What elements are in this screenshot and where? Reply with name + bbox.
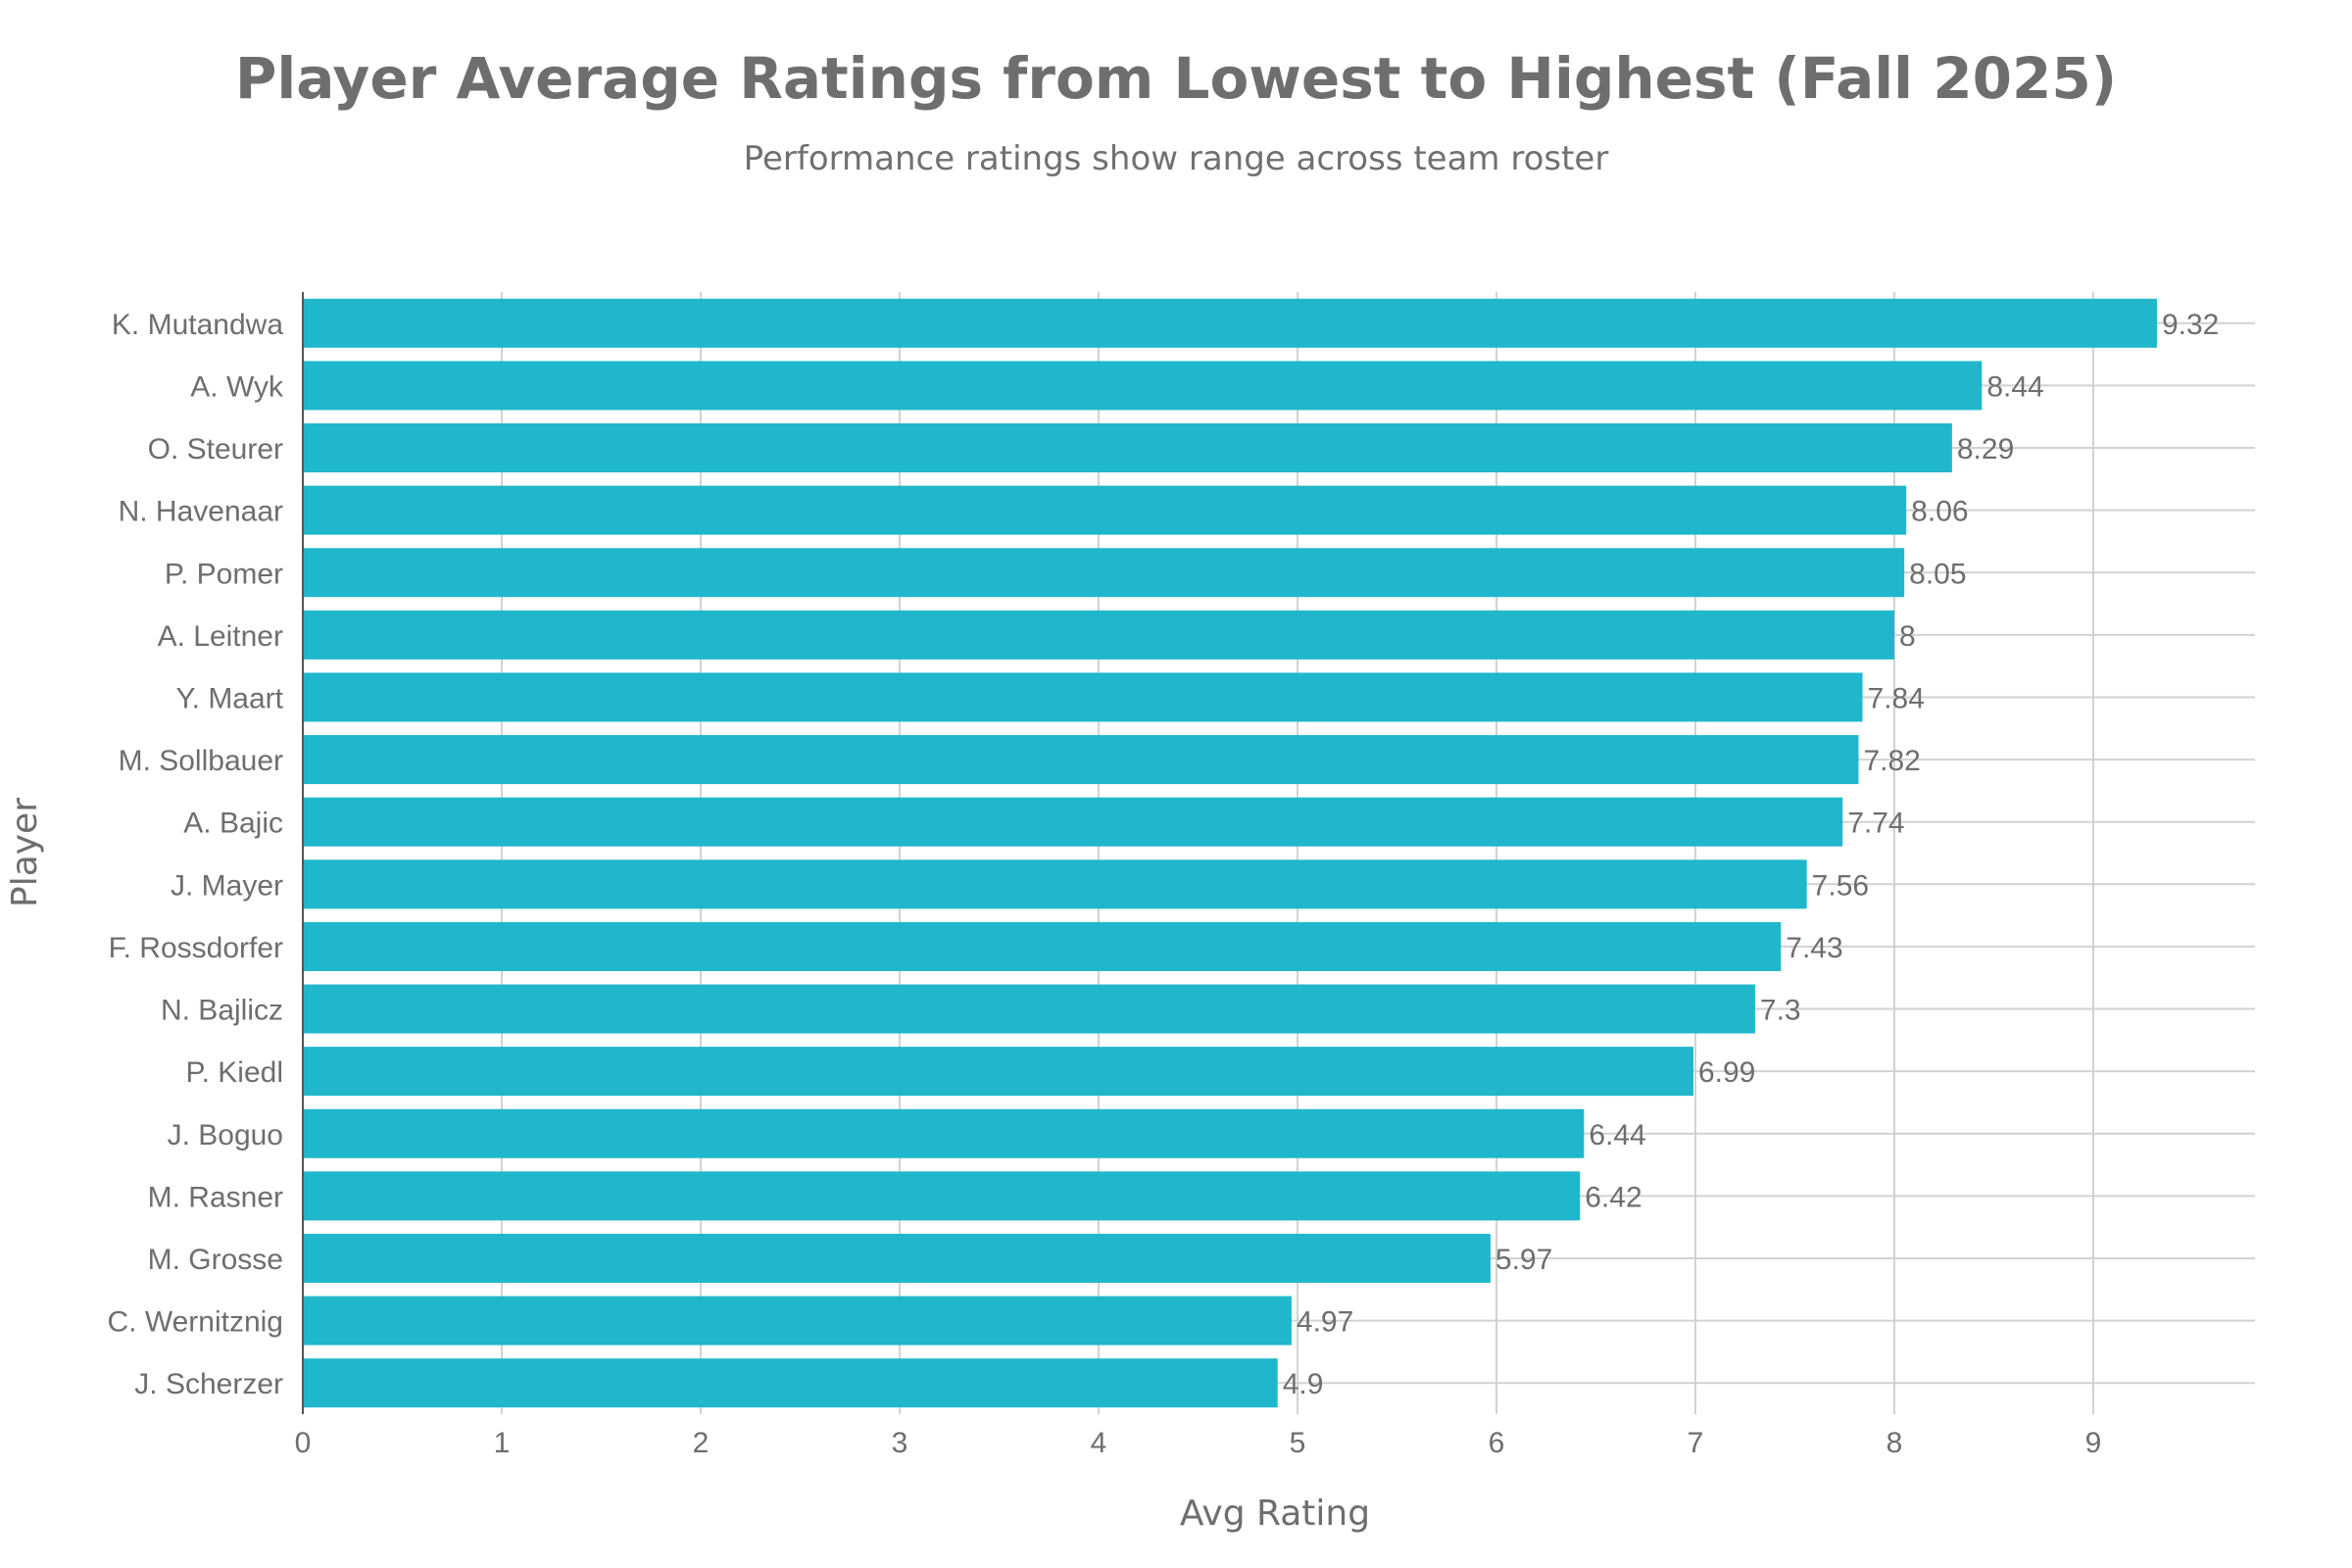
x-tick-label: 6 (1489, 1427, 1505, 1459)
x-tick-label: 0 (295, 1427, 312, 1459)
bar (303, 1296, 1292, 1346)
bar-value-label: 8 (1899, 620, 1916, 653)
x-tick-label: 9 (2085, 1427, 2102, 1459)
bar (303, 548, 1905, 598)
x-tick-label: 2 (693, 1427, 710, 1459)
y-tick-label: Y. Maart (176, 682, 284, 714)
x-tick-label: 7 (1688, 1427, 1704, 1459)
bar-value-label: 7.82 (1863, 745, 1920, 777)
y-tick-label: N. Bajlicz (161, 995, 283, 1027)
chart-title: Player Average Ratings from Lowest to Hi… (235, 45, 2117, 112)
y-tick-label: A. Leitner (158, 620, 283, 653)
bar (303, 485, 1907, 535)
y-tick-label: P. Kiedl (185, 1056, 283, 1089)
bar-value-label: 6.99 (1698, 1056, 1755, 1089)
bar-value-label: 4.97 (1297, 1306, 1353, 1339)
y-tick-label: A. Bajic (183, 808, 283, 840)
bars (303, 298, 2157, 1408)
y-tick-label: M. Grosse (148, 1244, 283, 1276)
x-tick-label: 3 (892, 1427, 908, 1459)
bar (303, 298, 2157, 348)
y-axis-tick-labels: K. Mutandwa A. Wyk O. Steurer N. Havenaar P.… (107, 309, 284, 1400)
bar-value-label: 8.44 (1986, 370, 2043, 403)
y-tick-label: J. Boguo (168, 1119, 283, 1152)
x-axis-tick-labels: 0 1 2 3 4 5 6 7 8 9 (295, 1427, 2102, 1459)
y-tick-label: F. Rossdorfer (109, 932, 283, 964)
bar-value-label: 7.56 (1812, 869, 1869, 902)
y-tick-label: O. Steurer (148, 433, 283, 466)
bar (303, 610, 1894, 660)
bar (303, 672, 1863, 722)
value-labels: 9.32 8.44 8.29 8.06 8.05 8 7.84 7.82 7.74 7.56 7.4… (1283, 309, 2220, 1400)
bar (303, 1358, 1278, 1408)
y-tick-label: N. Havenaar (119, 496, 283, 528)
bar (303, 921, 1782, 971)
y-tick-label: J. Mayer (171, 869, 283, 902)
x-tick-label: 1 (494, 1427, 511, 1459)
bar (303, 423, 1952, 473)
bar-value-label: 5.97 (1495, 1244, 1552, 1276)
bar-value-label: 4.9 (1283, 1368, 1324, 1400)
x-tick-label: 5 (1290, 1427, 1306, 1459)
y-tick-label: K. Mutandwa (112, 309, 283, 341)
y-tick-label: P. Pomer (165, 558, 283, 590)
y-tick-label: J. Scherzer (134, 1368, 283, 1400)
bar (303, 1108, 1585, 1158)
y-tick-label: A. Wyk (190, 370, 284, 403)
bar-value-label: 6.42 (1585, 1181, 1642, 1213)
y-tick-label: M. Sollbauer (119, 745, 283, 777)
bar-value-label: 7.3 (1760, 995, 1801, 1027)
bar-value-label: 7.43 (1786, 932, 1842, 964)
bar (303, 1047, 1693, 1097)
bar-value-label: 7.84 (1868, 682, 1925, 714)
bar (303, 361, 1983, 411)
x-axis-label: Avg Rating (1180, 1494, 1370, 1534)
y-tick-label: M. Rasner (148, 1181, 283, 1213)
bar (303, 1171, 1581, 1221)
bar (303, 859, 1807, 909)
y-axis-label: Player (5, 798, 45, 907)
bar-value-label: 6.44 (1589, 1119, 1645, 1152)
chart-subtitle: Performance ratings show range across te… (744, 139, 1609, 178)
bar-value-label: 8.29 (1957, 433, 2014, 466)
bar (303, 1233, 1491, 1283)
y-tick-label: C. Wernitznig (107, 1306, 283, 1339)
bar (303, 797, 1843, 847)
bar-value-label: 8.05 (1909, 558, 1966, 590)
x-tick-label: 4 (1091, 1427, 1107, 1459)
bar (303, 735, 1859, 785)
x-tick-label: 8 (1886, 1427, 1903, 1459)
bar-value-label: 8.06 (1911, 496, 1968, 528)
bar-value-label: 7.74 (1847, 808, 1904, 840)
bar-value-label: 9.32 (2162, 309, 2219, 341)
bar (303, 984, 1755, 1034)
